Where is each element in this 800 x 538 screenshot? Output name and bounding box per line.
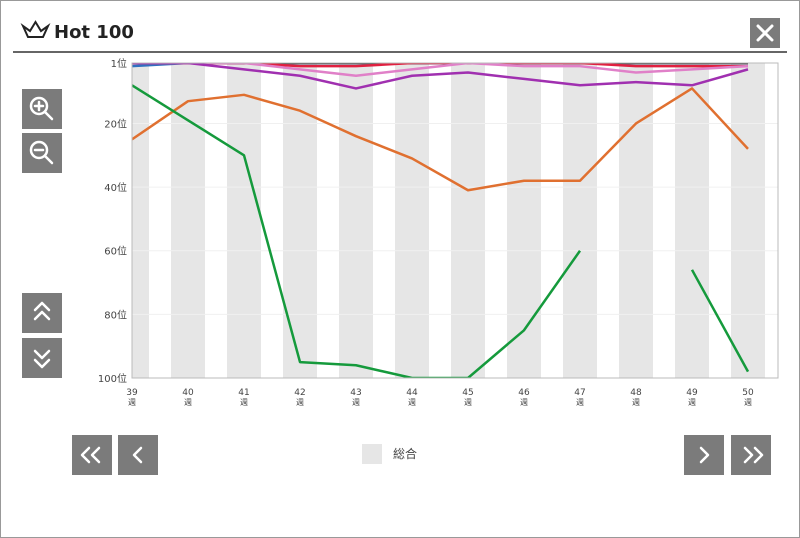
- column-band: [132, 63, 149, 378]
- x-tick-label: 39: [126, 388, 138, 398]
- x-tick-label: 41: [238, 388, 249, 398]
- x-tick-label: 45: [462, 388, 473, 398]
- zoom-in-button[interactable]: [22, 89, 62, 129]
- column-band: [227, 63, 261, 378]
- column-band: [339, 63, 373, 378]
- last-page-button[interactable]: [731, 435, 771, 475]
- x-tick-label: 48: [630, 388, 642, 398]
- title: Hot 100: [54, 22, 134, 43]
- x-unit-label: 週: [128, 398, 136, 407]
- column-band: [563, 63, 597, 378]
- y-tick-label: 20位: [104, 117, 127, 130]
- y-tick-label: 1位: [111, 57, 127, 70]
- crown-icon: [20, 20, 51, 38]
- x-unit-label: 週: [632, 398, 640, 407]
- x-tick-label: 50: [742, 388, 754, 398]
- legend-swatch: [362, 444, 382, 464]
- column-band: [507, 63, 541, 378]
- legend-label[interactable]: 総合: [393, 446, 417, 461]
- x-unit-label: 週: [352, 398, 360, 407]
- zoom-out-button[interactable]: [22, 133, 62, 173]
- series-line: [132, 87, 749, 192]
- x-unit-label: 週: [240, 398, 248, 407]
- series-line: [132, 63, 749, 90]
- x-unit-label: 週: [296, 398, 304, 407]
- y-tick-label: 100位: [98, 372, 127, 385]
- x-unit-label: 週: [576, 398, 584, 407]
- x-tick-label: 49: [686, 388, 698, 398]
- x-tick-label: 46: [518, 388, 530, 398]
- prev-page-button[interactable]: [118, 435, 158, 475]
- x-tick-label: 43: [350, 388, 361, 398]
- first-page-button[interactable]: [72, 435, 112, 475]
- next-page-button[interactable]: [684, 435, 724, 475]
- x-unit-label: 週: [520, 398, 528, 407]
- x-unit-label: 週: [688, 398, 696, 407]
- x-unit-label: 週: [744, 398, 752, 407]
- x-unit-label: 週: [184, 398, 192, 407]
- plot-frame: [131, 62, 779, 379]
- column-band: [171, 63, 205, 378]
- column-band: [451, 63, 485, 378]
- column-band: [619, 63, 653, 378]
- column-band: [395, 63, 429, 378]
- x-unit-label: 週: [464, 398, 472, 407]
- x-unit-label: 週: [408, 398, 416, 407]
- x-tick-label: 44: [406, 388, 418, 398]
- y-tick-label: 40位: [104, 181, 127, 194]
- plot-area: [132, 63, 778, 378]
- y-tick-label: 60位: [104, 245, 127, 258]
- x-tick-label: 42: [294, 388, 305, 398]
- x-tick-label: 40: [182, 388, 194, 398]
- column-band: [731, 63, 765, 378]
- y-tick-label: 80位: [104, 308, 127, 321]
- scroll-down-button[interactable]: [22, 338, 62, 378]
- series-line: [132, 63, 749, 77]
- close-button[interactable]: [750, 18, 780, 48]
- series-line: [132, 63, 748, 68]
- scroll-up-button[interactable]: [22, 293, 62, 333]
- column-band: [675, 63, 709, 378]
- series-line: [132, 84, 750, 378]
- x-tick-label: 47: [574, 388, 585, 398]
